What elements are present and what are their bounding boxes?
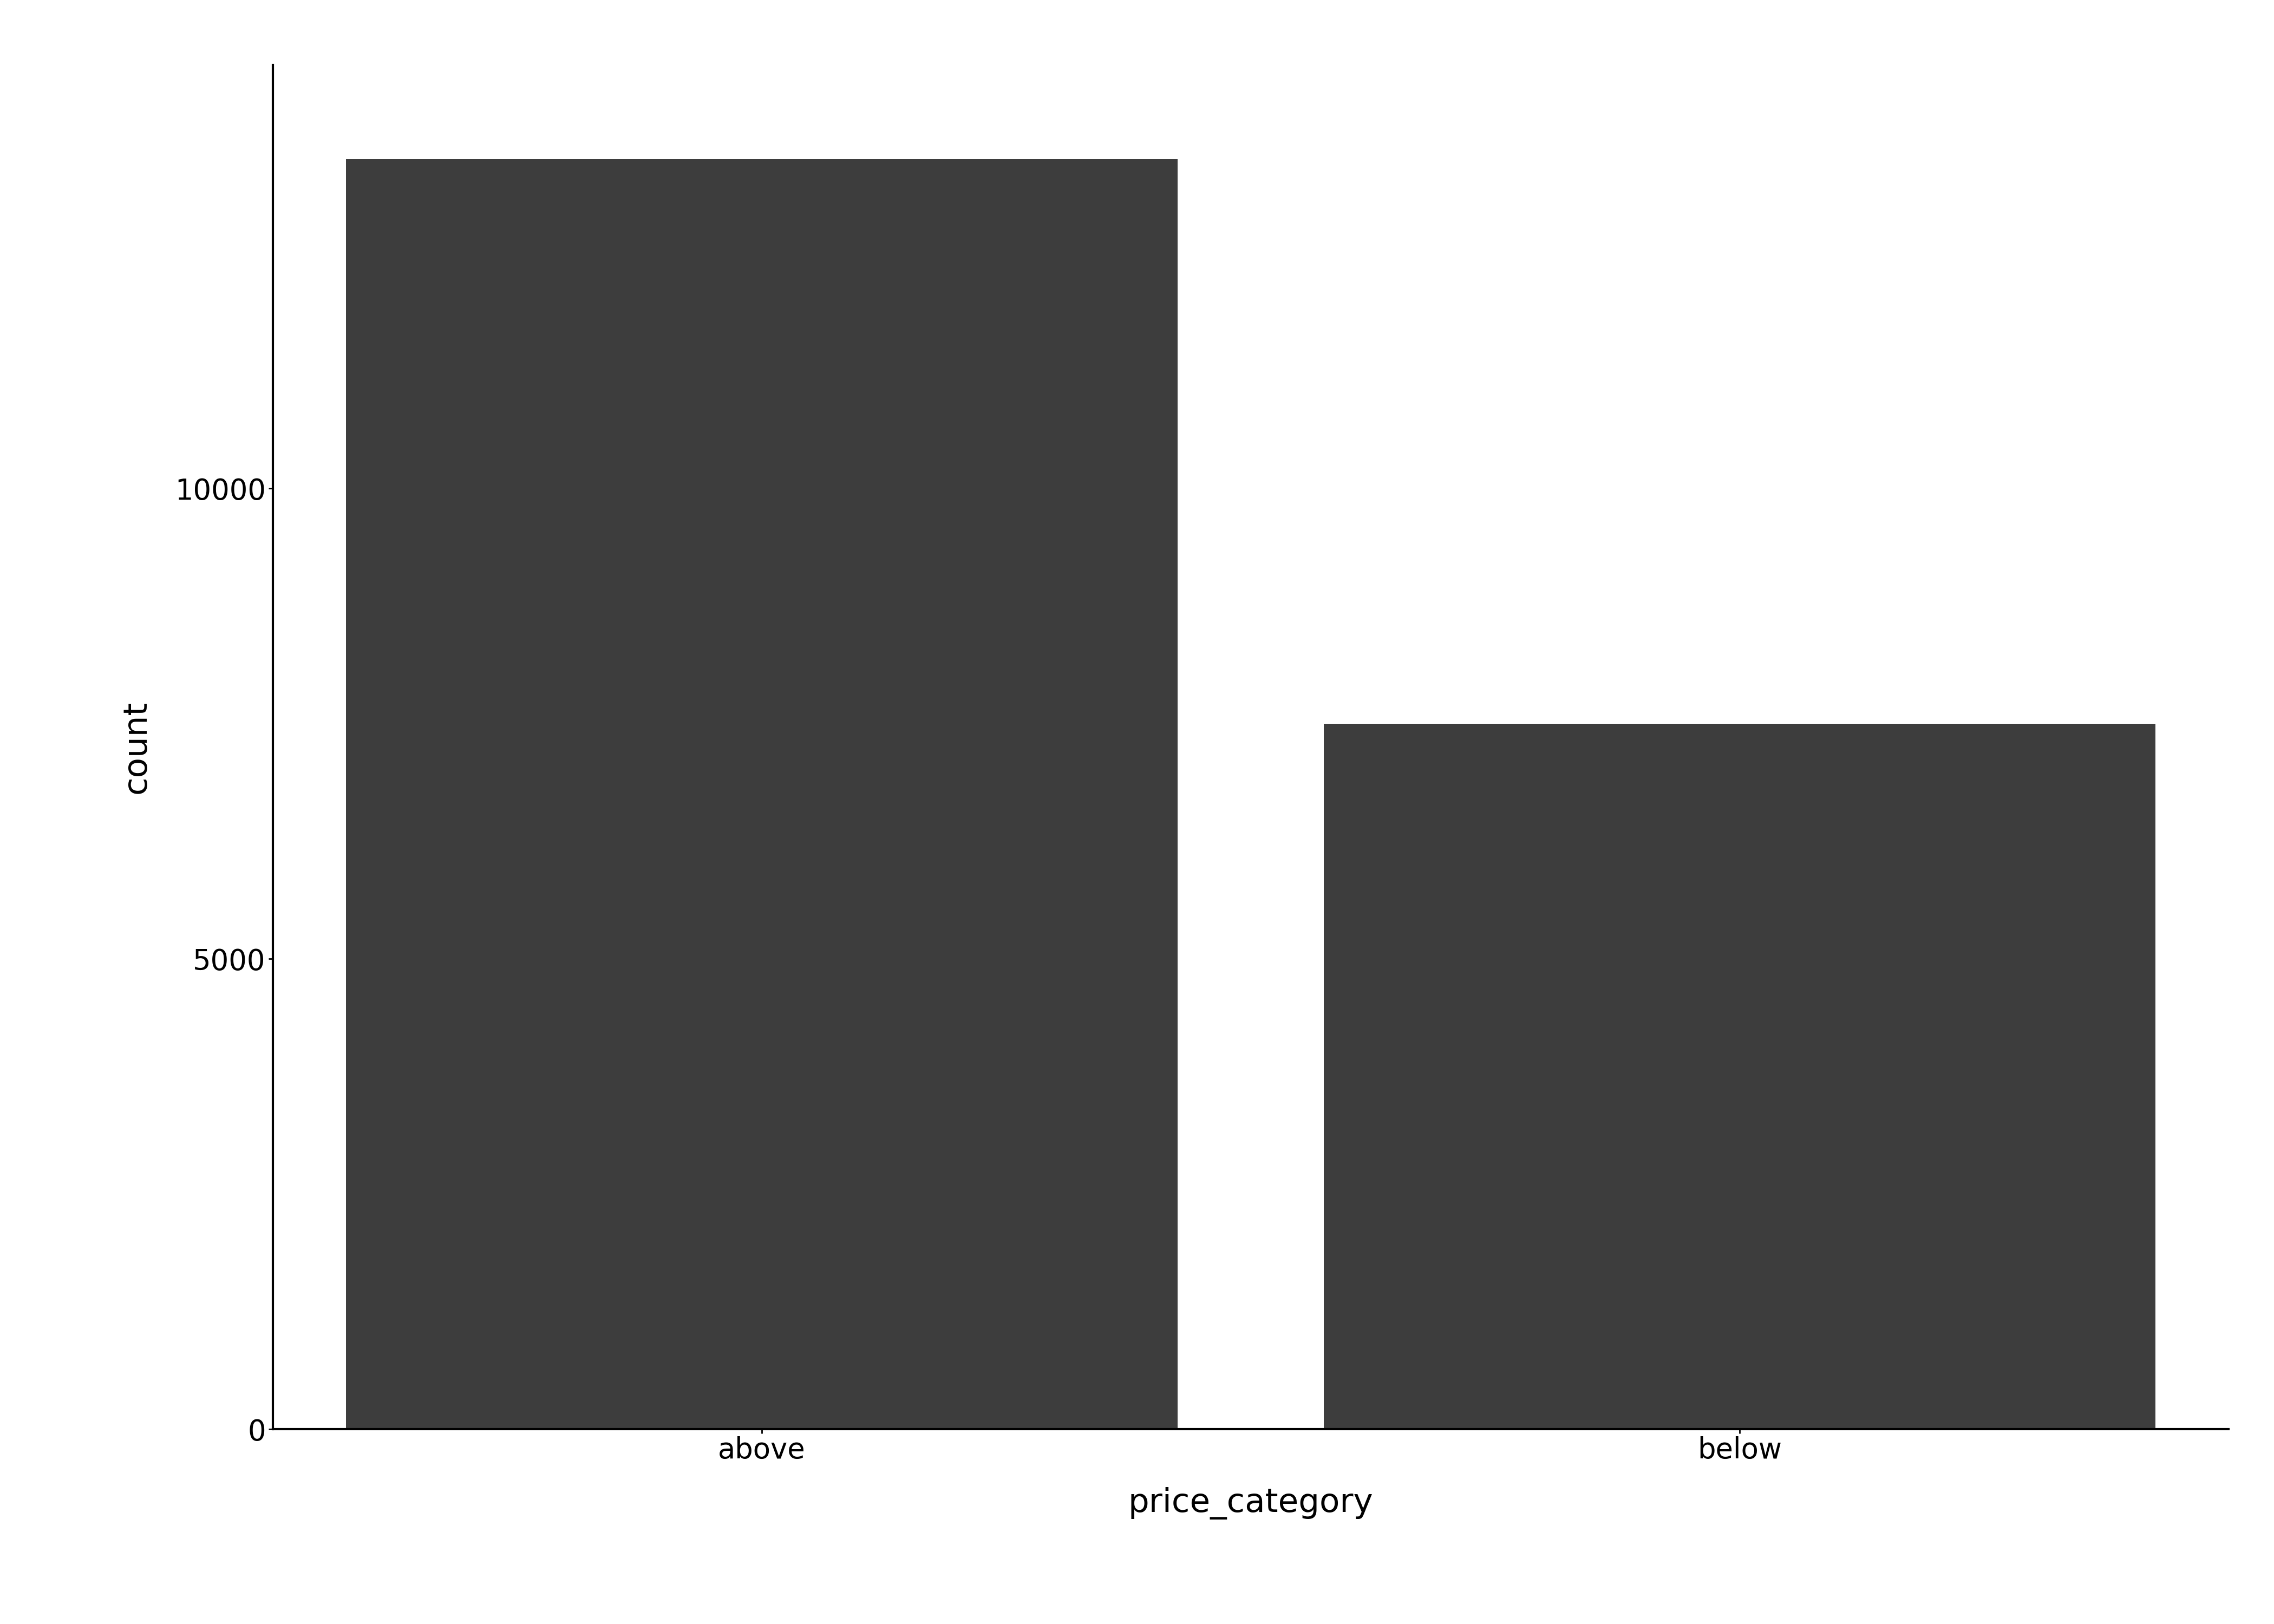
- Bar: [346, 159, 1178, 1429]
- Bar: [1323, 724, 2156, 1429]
- Y-axis label: count: count: [121, 700, 152, 794]
- X-axis label: price_category: price_category: [1128, 1488, 1373, 1520]
